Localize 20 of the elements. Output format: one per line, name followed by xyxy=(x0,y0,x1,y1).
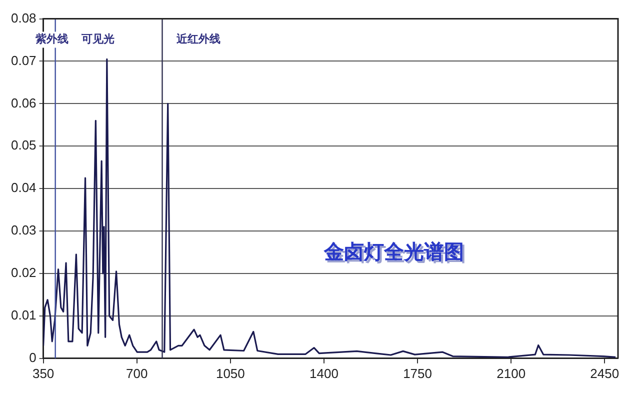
x-tick-label: 2450 xyxy=(590,366,620,381)
text: 金卤灯全光谱图 xyxy=(324,241,466,266)
annotation: 紫外线 xyxy=(34,32,68,46)
y-tick-label: 0.05 xyxy=(10,138,36,153)
y-tick-label: 0.08 xyxy=(10,10,36,26)
x-tick-label: 350 xyxy=(32,366,54,381)
annotation: 可见光 xyxy=(80,32,114,46)
annotation: 近红外线 xyxy=(175,32,220,46)
y-tick-label: 0.03 xyxy=(10,222,36,238)
x-tick-label: 1750 xyxy=(403,366,432,381)
y-tick-label: 0.02 xyxy=(10,265,36,280)
y-tick-label: 0.01 xyxy=(10,308,36,323)
x-tick-label: 700 xyxy=(126,366,148,381)
x-tick-label: 1400 xyxy=(310,366,338,381)
x-tick-label: 1050 xyxy=(216,366,245,381)
y-tick-label: 0 xyxy=(29,350,36,365)
y-tick-label: 0.04 xyxy=(10,180,36,196)
x-tick-label: 2100 xyxy=(496,366,526,381)
y-tick-label: 0.06 xyxy=(10,95,36,110)
y-tick-label: 0.07 xyxy=(10,52,36,68)
